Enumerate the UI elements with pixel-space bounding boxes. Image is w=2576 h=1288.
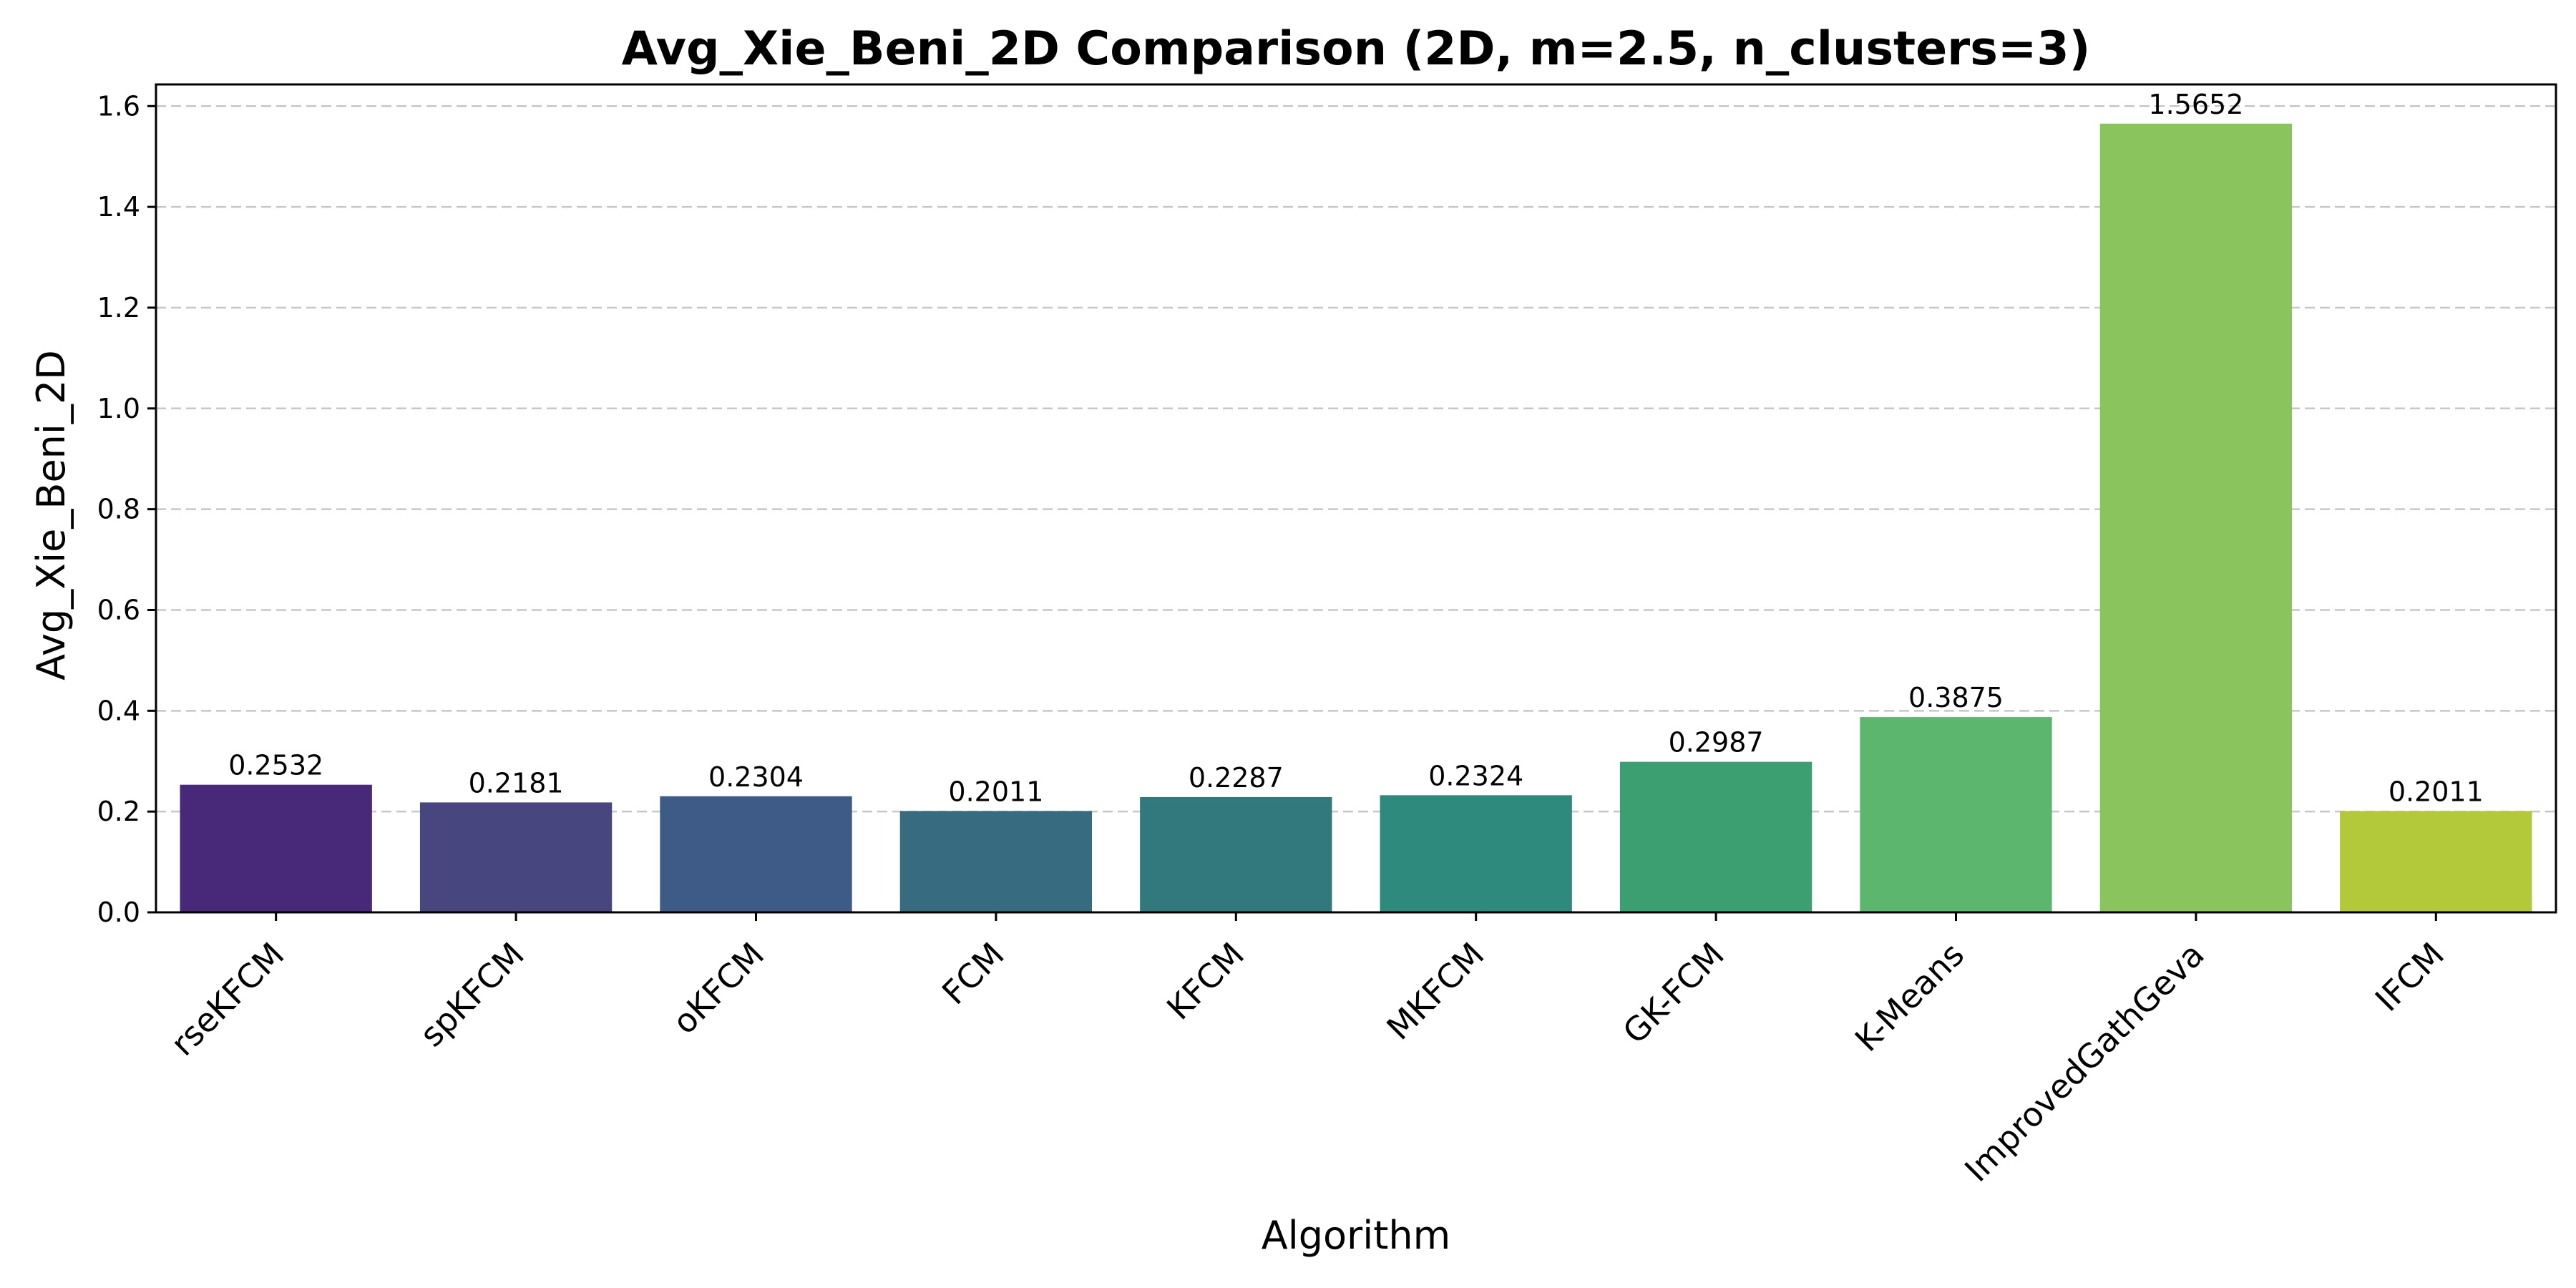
bar (1619, 761, 1813, 912)
bar (899, 811, 1093, 912)
y-tick-label: 0.4 (97, 695, 140, 726)
y-tick-label: 1.4 (97, 191, 140, 223)
data-label: 0.2304 (708, 761, 804, 793)
y-tick-label: 1.2 (97, 292, 140, 323)
y-axis-ticks: 0.0 0.2 0.4 0.6 0.8 1.0 1.2 1.4 1.6 (97, 90, 156, 928)
data-label: 0.2532 (228, 750, 323, 781)
x-tick-label: GK-FCM (1615, 935, 1732, 1052)
data-label: 0.2287 (1189, 762, 1284, 794)
x-tick-label: KFCM (1159, 935, 1252, 1028)
x-tick-label: ImprovedGathGeva (1957, 935, 2211, 1189)
x-axis-ticks: rseKFCM spKFCM oKFCM FCM KFCM MKFCM GK-FCM K-Me… (163, 912, 2451, 1189)
y-tick-label: 1.6 (97, 90, 140, 122)
bar (660, 796, 852, 912)
y-tick-label: 0.8 (97, 494, 140, 525)
bar (1380, 795, 1572, 912)
x-tick-label: K-Means (1848, 935, 1971, 1059)
data-label: 0.3875 (1908, 682, 2004, 713)
plot-frame (155, 83, 2557, 914)
bar (1860, 717, 2052, 912)
data-label: 0.2011 (948, 776, 1043, 807)
data-label: 0.2011 (2389, 776, 2484, 807)
y-tick-label: 1.0 (97, 393, 140, 424)
bar (419, 802, 613, 912)
x-axis-label: Algorithm (1262, 1213, 1450, 1258)
x-tick-label: MKFCM (1379, 935, 1491, 1048)
x-tick-label: IFCM (2368, 935, 2451, 1019)
data-label: 0.2324 (1428, 760, 1523, 791)
data-label: 1.5652 (2148, 89, 2243, 120)
y-tick-label: 0.6 (97, 594, 140, 625)
x-tick-label: spKFCM (412, 935, 532, 1055)
bar (2099, 123, 2293, 912)
data-label: 0.2987 (1669, 727, 1764, 758)
bar (1140, 796, 1332, 912)
x-tick-label: oKFCM (665, 935, 771, 1042)
bar (2340, 811, 2532, 912)
bars (180, 123, 2532, 912)
y-tick-label: 0.2 (97, 796, 140, 827)
y-tick-label: 0.0 (97, 897, 140, 928)
data-label: 0.2181 (469, 767, 564, 799)
x-tick-label: rseKFCM (163, 935, 291, 1063)
x-tick-label: FCM (935, 935, 1012, 1013)
data-labels: 0.2532 0.2181 0.2304 0.2011 0.2287 0.2324 0.29… (228, 89, 2484, 808)
y-axis-label: Avg_Xie_Beni_2D (29, 350, 74, 680)
chart-title: Avg_Xie_Beni_2D Comparison (2D, m=2.5, n… (622, 22, 2091, 76)
bar (180, 784, 372, 912)
